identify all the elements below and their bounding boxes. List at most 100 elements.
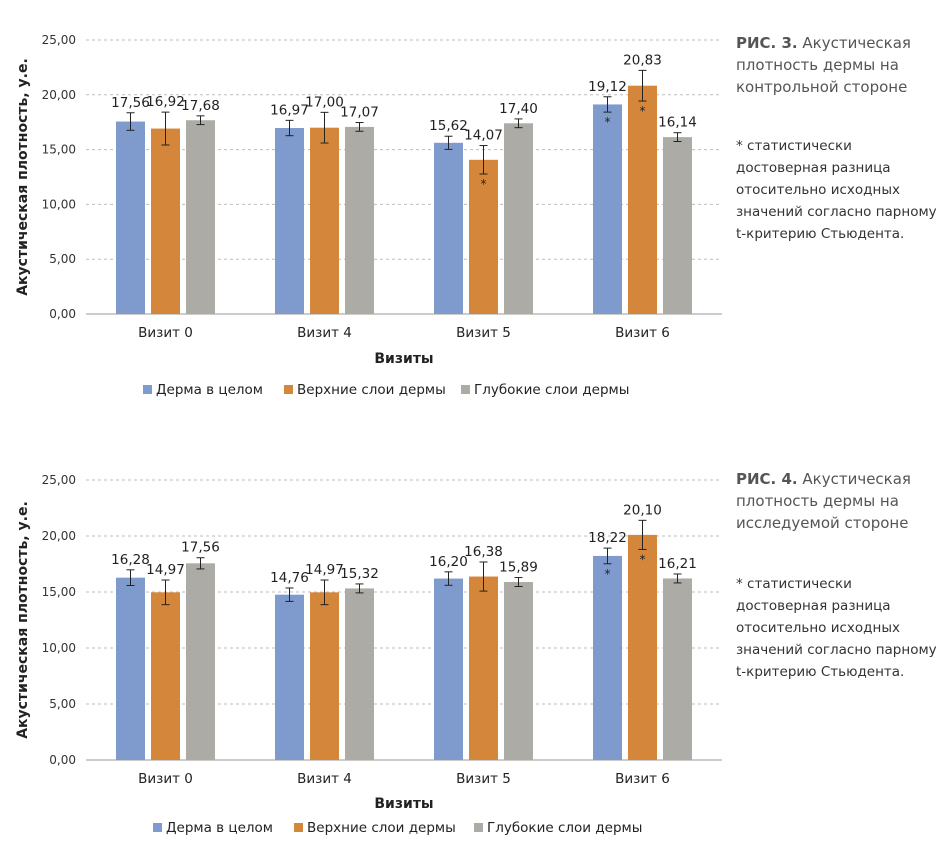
- y-tick-label: 20,00: [42, 529, 76, 543]
- data-label: 16,20: [429, 554, 468, 570]
- data-label: 14,97: [146, 562, 185, 578]
- data-label: 20,10: [623, 502, 662, 518]
- y-tick-label: 25,00: [42, 33, 76, 47]
- x-tick-label: Визит 4: [297, 771, 352, 787]
- legend-swatch: [143, 385, 152, 394]
- chart-1: 0,00 5,00 10,00 15,00 20,00 25,00 Визит 0 17,56…: [15, 33, 722, 398]
- bar-Визит-0-s2: [151, 592, 180, 760]
- y-tick-label: 5,00: [49, 252, 76, 266]
- bar-Визит-5-s2: [469, 576, 498, 760]
- bar-Визит-5-s1: [434, 142, 463, 314]
- legend-swatch: [461, 385, 470, 394]
- figure-number: РИС. 4.: [736, 470, 798, 488]
- data-label: 20,83: [623, 52, 662, 68]
- significance-marker: *: [640, 104, 646, 118]
- data-label: 14,07: [464, 128, 503, 144]
- data-label: 17,56: [181, 540, 220, 556]
- chart-2: 0,00 5,00 10,00 15,00 20,00 25,00 Визит 0 16,28…: [15, 473, 722, 836]
- y-tick-label: 10,00: [42, 197, 76, 211]
- data-label: 15,32: [340, 566, 379, 582]
- data-label: 14,97: [305, 562, 344, 578]
- y-tick-label: 0,00: [49, 307, 76, 321]
- y-tick-label: 15,00: [42, 143, 76, 157]
- legend-label: Верхние слои дермы: [307, 820, 456, 836]
- legend-label: Дерма в целом: [156, 382, 263, 398]
- bar-Визит-4-s2: [310, 592, 339, 760]
- x-tick-label: Визит 0: [138, 325, 193, 341]
- data-label: 14,76: [270, 570, 309, 586]
- bar-Визит-5-s1: [434, 578, 463, 760]
- y-tick-label: 5,00: [49, 697, 76, 711]
- bar-Визит-6-s2: [628, 534, 657, 760]
- data-label: 17,40: [499, 101, 538, 117]
- data-label: 16,38: [464, 544, 503, 560]
- x-tick-label: Визит 0: [138, 771, 193, 787]
- bar-Визит-0-s3: [186, 120, 215, 314]
- y-tick-label: 25,00: [42, 473, 76, 487]
- bar-Визит-4-s1: [275, 128, 304, 314]
- legend-label: Глубокие слои дермы: [487, 820, 642, 836]
- data-label: 16,92: [146, 94, 185, 110]
- data-label: 17,68: [181, 98, 220, 114]
- legend-label: Глубокие слои дермы: [474, 382, 629, 398]
- data-label: 17,56: [111, 95, 150, 111]
- bar-Визит-4-s1: [275, 594, 304, 760]
- bar-Визит-0-s2: [151, 128, 180, 314]
- figure-number: РИС. 3.: [736, 34, 798, 52]
- y-tick-label: 15,00: [42, 585, 76, 599]
- legend-swatch: [474, 823, 483, 832]
- bar-Визит-6-s1: [593, 104, 622, 315]
- data-label: 15,89: [499, 560, 538, 576]
- bar-Визит-6-s3: [663, 578, 692, 760]
- significance-marker: *: [605, 567, 611, 581]
- x-tick-label: Визит 4: [297, 325, 352, 341]
- y-axis-title: Акустическая плотность, у.е.: [15, 501, 31, 739]
- significance-marker: *: [481, 177, 487, 191]
- figure-note-4: * статистически достоверная разница отос…: [736, 576, 937, 680]
- data-label: 18,22: [588, 530, 627, 546]
- bar-Визит-5-s2: [469, 159, 498, 314]
- data-label: 16,21: [658, 556, 697, 572]
- significance-marker: *: [605, 115, 611, 129]
- legend-swatch: [294, 823, 303, 832]
- x-tick-label: Визит 5: [456, 325, 511, 341]
- bar-Визит-6-s1: [593, 555, 622, 760]
- x-tick-label: Визит 6: [615, 325, 670, 341]
- figure-caption-4: РИС. 4. Акустическая плотность дермы на …: [736, 468, 940, 534]
- bar-Визит-4-s3: [345, 126, 374, 314]
- legend-swatch: [284, 385, 293, 394]
- legend-label: Верхние слои дермы: [297, 382, 446, 398]
- bar-Визит-4-s2: [310, 127, 339, 315]
- bar-Визит-0-s1: [116, 121, 145, 315]
- y-tick-label: 20,00: [42, 88, 76, 102]
- figure-title: Акустическая плотность дермы на контроль…: [736, 34, 911, 96]
- bar-Визит-0-s1: [116, 577, 145, 760]
- data-label: 16,97: [270, 102, 309, 118]
- x-tick-label: Визит 5: [456, 771, 511, 787]
- bar-Визит-4-s3: [345, 588, 374, 760]
- y-axis-title: Акустическая плотность, у.е.: [15, 58, 31, 296]
- y-tick-label: 0,00: [49, 753, 76, 767]
- significance-marker: *: [640, 552, 646, 566]
- bar-Визит-5-s3: [504, 582, 533, 760]
- data-label: 19,12: [588, 79, 627, 95]
- x-tick-label: Визит 6: [615, 771, 670, 787]
- bar-Визит-6-s2: [628, 85, 657, 314]
- x-axis-title: Визиты: [374, 351, 433, 367]
- data-label: 15,62: [429, 118, 468, 134]
- legend-swatch: [153, 823, 162, 832]
- legend-label: Дерма в целом: [166, 820, 273, 836]
- x-axis-title: Визиты: [374, 796, 433, 812]
- figure-title: Акустическая плотность дермы на исследуе…: [736, 470, 911, 532]
- bar-Визит-0-s3: [186, 563, 215, 760]
- data-label: 17,00: [305, 94, 344, 110]
- data-label: 16,28: [111, 552, 150, 568]
- y-tick-label: 10,00: [42, 641, 76, 655]
- bar-Визит-6-s3: [663, 137, 692, 314]
- bar-Визит-5-s3: [504, 123, 533, 315]
- figure-note-3: * статистически достоверная разница отос…: [736, 138, 937, 242]
- data-label: 16,14: [658, 115, 697, 131]
- charts-canvas: 0,00 5,00 10,00 15,00 20,00 25,00 Визит 0 17,56…: [15, 33, 722, 836]
- data-label: 17,07: [340, 105, 379, 121]
- figure-caption-3: РИС. 3. Акустическая плотность дермы на …: [736, 32, 940, 98]
